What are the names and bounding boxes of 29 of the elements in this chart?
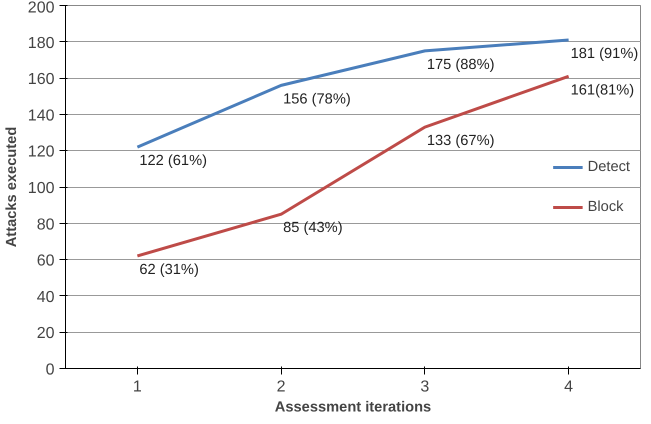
data-label: 133 (67%) [426,133,494,150]
legend-label: Detect [588,158,630,174]
y-tick-label: 80 [36,216,55,234]
y-tick-label: 60 [36,252,55,270]
y-tick-label: 100 [28,180,55,197]
y-tick-label: 160 [28,71,55,88]
y-tick-label: 200 [28,0,55,16]
line-series [136,74,570,258]
data-label: 161(81%) [570,82,634,98]
x-axis-title: Assessment iterations [274,400,432,416]
y-tick-label: 180 [28,34,55,52]
x-tick-label: 4 [564,378,574,396]
y-tick-label: 120 [28,144,55,161]
data-label: 181 (91%) [570,46,638,62]
line-series [136,38,570,149]
x-tick-label: 2 [276,378,286,396]
data-label: 85 (43%) [283,220,343,236]
y-tick-label: 40 [36,288,55,306]
y-tick-label: 140 [28,107,55,124]
y-axis-title: Attacks executed [4,126,20,248]
data-label: 175 (88%) [426,56,494,73]
legend-label: Block [588,198,624,214]
x-tick-label: 1 [132,378,142,396]
data-label: 62 (31%) [139,262,199,278]
y-tick-label: 20 [36,325,55,342]
y-tick-label: 0 [46,362,55,378]
x-tick-label: 3 [420,378,430,396]
data-label: 156 (78%) [283,91,351,108]
data-label: 122 (61%) [139,153,207,170]
